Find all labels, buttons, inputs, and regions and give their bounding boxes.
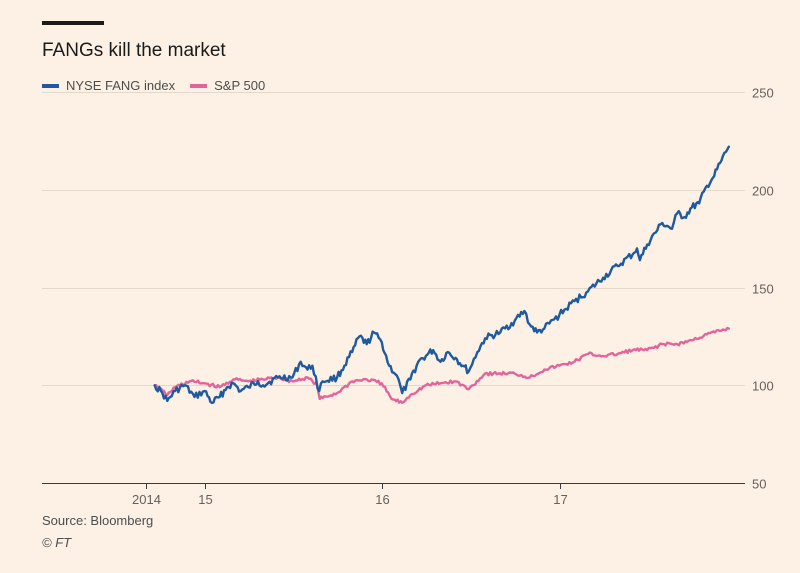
legend-swatch-sp500 [190, 83, 208, 88]
legend-item-sp500: S&P 500 [190, 78, 265, 93]
x-tick-label: 15 [198, 492, 212, 507]
legend-item-fang: NYSE FANG index [42, 78, 175, 93]
copyright-note: © FT [42, 535, 72, 550]
legend-swatch-fang [42, 83, 59, 88]
legend-label-sp500: S&P 500 [214, 78, 266, 93]
series-line-sp500 [153, 326, 730, 404]
y-tick-label: 250 [752, 86, 774, 101]
y-tick-label: 50 [752, 477, 766, 492]
series-line-fang [153, 145, 730, 404]
x-tick-label: 2014 [132, 492, 161, 507]
chart-title: FANGs kill the market [42, 40, 226, 61]
x-tick-label: 17 [553, 492, 567, 507]
y-tick-labels: 250 200 150 100 50 [752, 86, 774, 492]
gridlines [42, 92, 745, 386]
legend-label-fang: NYSE FANG index [66, 78, 176, 93]
series-lines [153, 145, 730, 404]
source-note: Source: Bloomberg [42, 513, 154, 528]
x-ticks: 2014 15 16 17 [132, 483, 568, 507]
y-tick-label: 150 [752, 282, 774, 297]
legend: NYSE FANG index S&P 500 [42, 78, 280, 93]
y-tick-label: 200 [752, 184, 774, 199]
x-tick-label: 16 [375, 492, 389, 507]
ft-top-bar [42, 21, 104, 25]
y-tick-label: 100 [752, 379, 774, 394]
